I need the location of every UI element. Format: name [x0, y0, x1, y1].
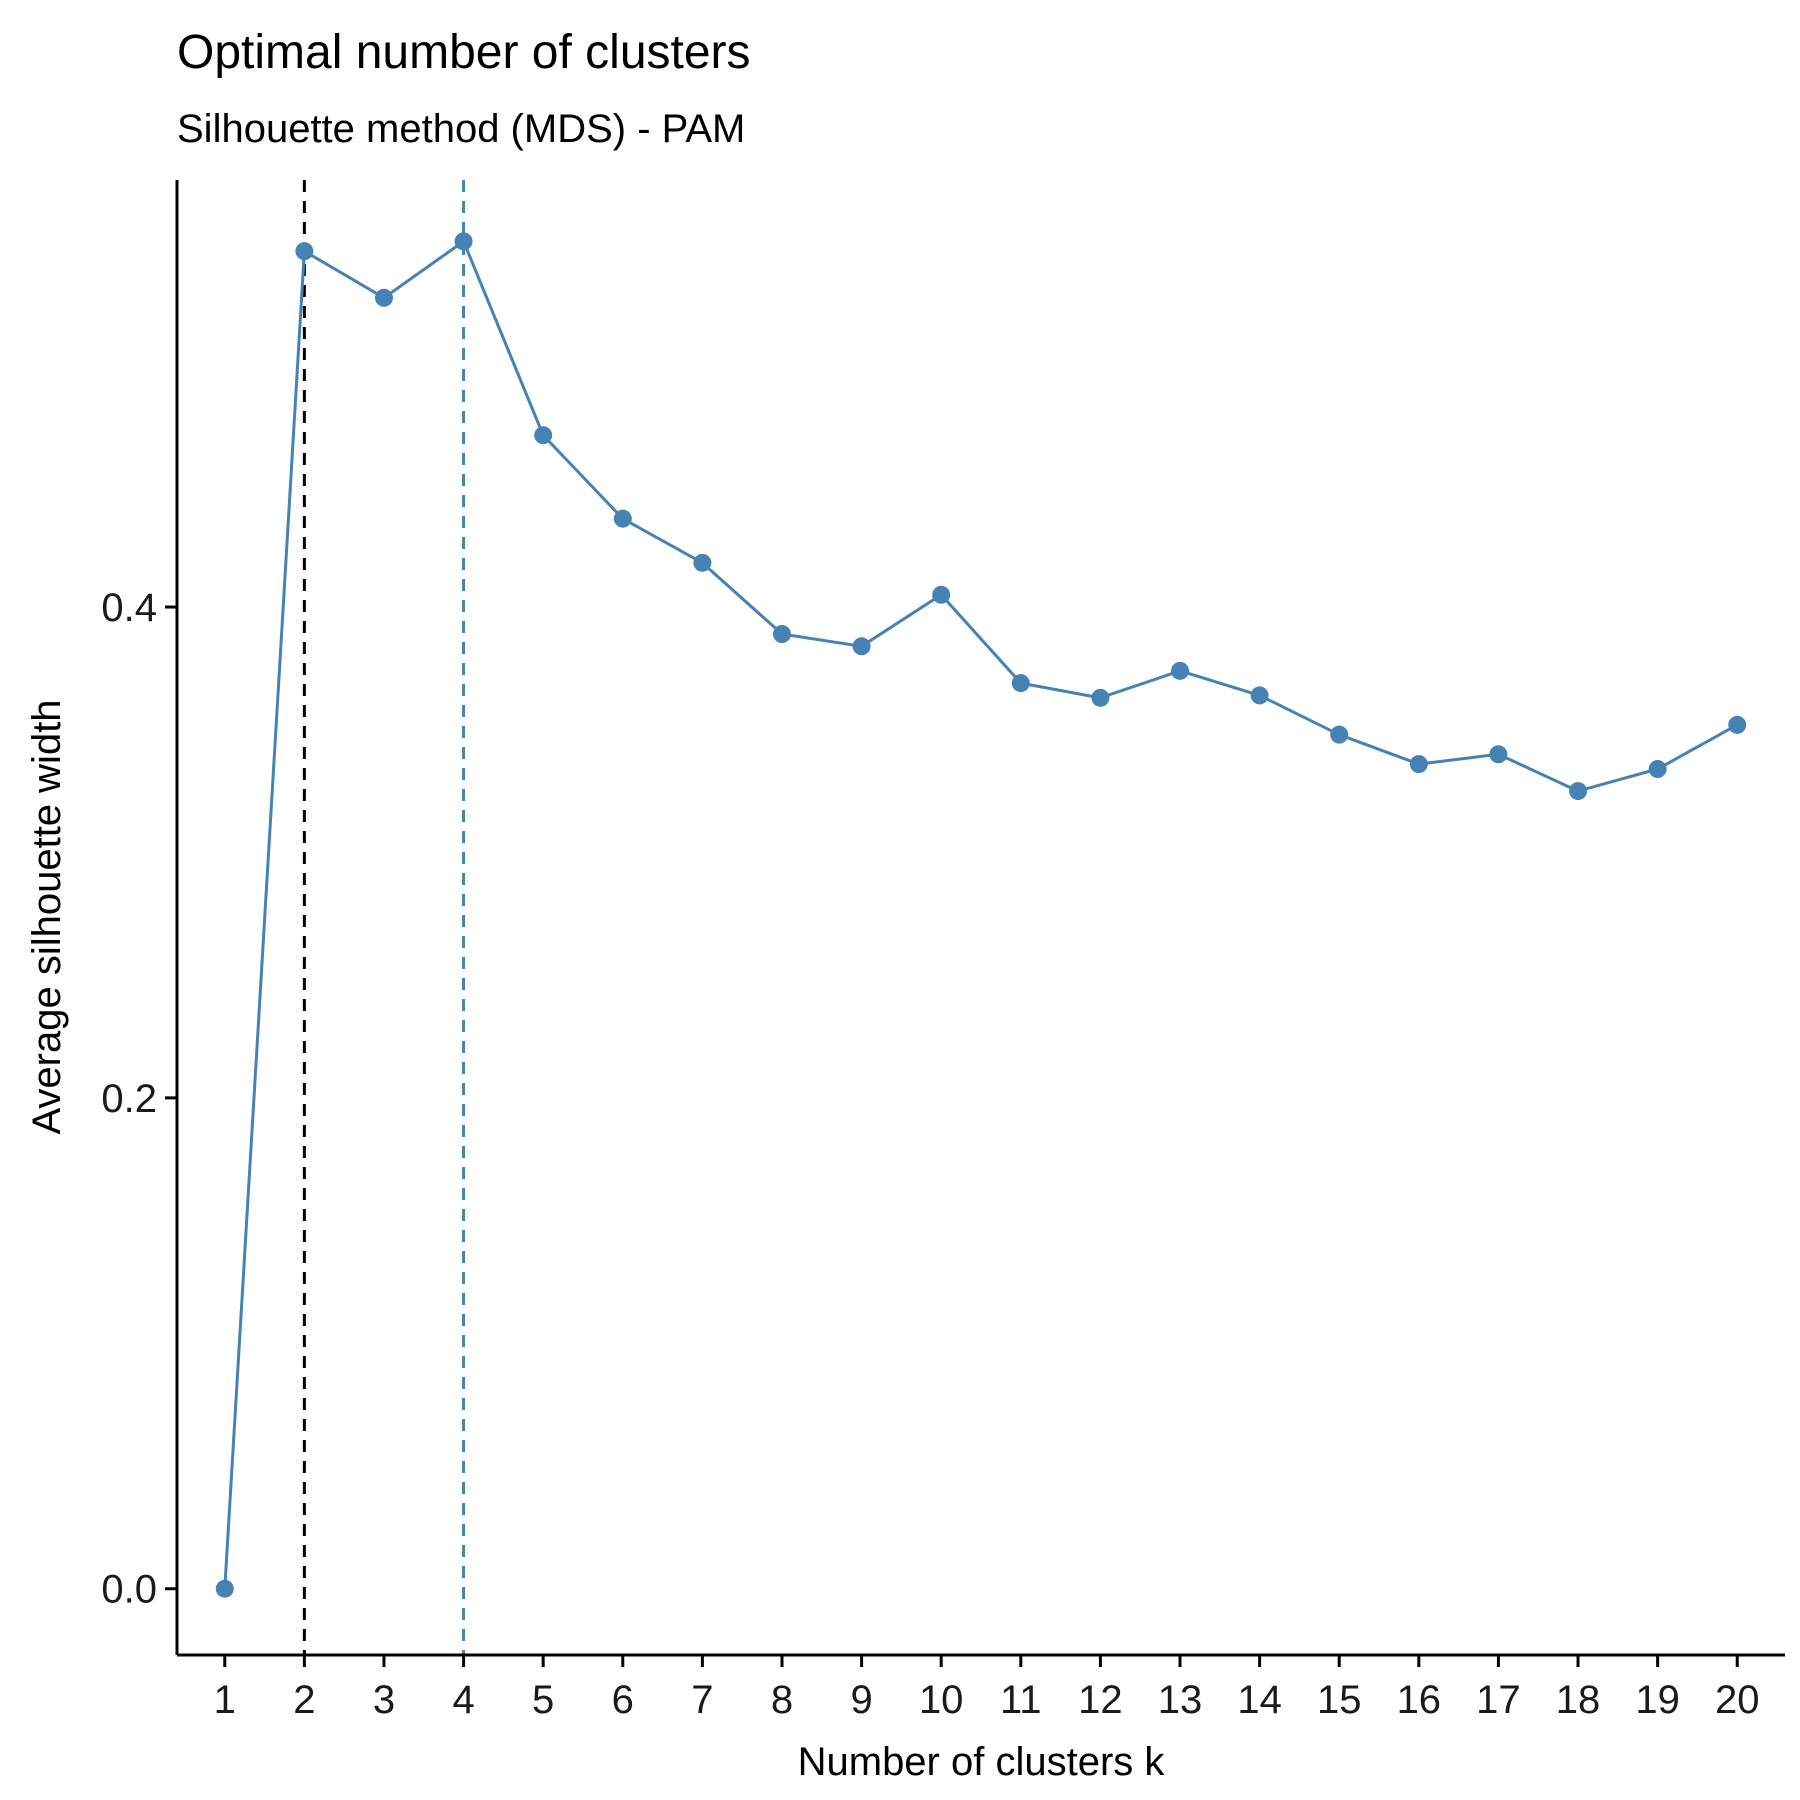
chart-subtitle: Silhouette method (MDS) - PAM [177, 107, 745, 151]
data-point-k1 [215, 1579, 234, 1598]
x-axis-label: Number of clusters k [798, 1740, 1166, 1784]
reference-lines [302, 180, 466, 1655]
y-tick-label: 0.0 [101, 1568, 157, 1612]
x-tick-label: 2 [293, 1678, 315, 1722]
x-tick-label: 1 [214, 1678, 236, 1722]
x-tick-label: 19 [1635, 1678, 1680, 1722]
x-tick-label: 11 [1000, 1678, 1042, 1722]
data-point-k16 [1409, 755, 1428, 774]
y-axis-label: Average silhouette width [25, 699, 69, 1134]
data-point-k6 [613, 509, 632, 528]
x-tick-label: 16 [1397, 1678, 1442, 1722]
x-tick-label: 17 [1476, 1678, 1521, 1722]
series-layer [215, 232, 1747, 1598]
x-tick-label: 5 [532, 1678, 554, 1722]
data-point-k2 [295, 242, 314, 261]
data-point-k9 [852, 637, 871, 656]
chart-title: Optimal number of clusters [177, 26, 751, 79]
data-point-k8 [772, 625, 791, 644]
x-tick-label: 14 [1237, 1678, 1282, 1722]
data-point-k19 [1648, 760, 1667, 779]
data-point-k20 [1728, 715, 1747, 734]
x-tick-label: 4 [452, 1678, 474, 1722]
x-tick-label: 10 [919, 1678, 964, 1722]
data-point-k14 [1250, 686, 1269, 705]
x-tick-label: 15 [1317, 1678, 1362, 1722]
data-point-k12 [1091, 688, 1110, 707]
data-point-k15 [1330, 725, 1349, 744]
x-tick-label: 18 [1556, 1678, 1601, 1722]
data-point-k4 [454, 232, 473, 251]
data-point-k11 [1011, 674, 1030, 693]
data-point-k10 [932, 585, 951, 604]
x-tick-label: 13 [1158, 1678, 1203, 1722]
x-tick-label: 6 [612, 1678, 634, 1722]
x-axis-ticks: 1 2 3 4 5 6 7 8 9 10 11 12 13 14 15 16 17 18 19 20 [214, 1655, 1760, 1722]
series-line [223, 239, 1738, 1589]
x-tick-label: 20 [1715, 1678, 1760, 1722]
data-point-k18 [1569, 782, 1588, 801]
x-tick-label: 7 [691, 1678, 713, 1722]
x-tick-label: 8 [771, 1678, 793, 1722]
data-point-k17 [1489, 745, 1508, 764]
x-tick-label: 9 [850, 1678, 872, 1722]
x-tick-label: 3 [373, 1678, 395, 1722]
y-axis-ticks: 0.0 0.2 0.4 [101, 586, 177, 1612]
data-point-k3 [374, 288, 393, 307]
data-point-k13 [1171, 661, 1190, 680]
x-tick-label: 12 [1078, 1678, 1123, 1722]
data-point-k5 [534, 426, 553, 445]
y-tick-label: 0.4 [101, 586, 157, 630]
data-point-k7 [693, 553, 712, 572]
y-tick-label: 0.2 [101, 1077, 157, 1121]
